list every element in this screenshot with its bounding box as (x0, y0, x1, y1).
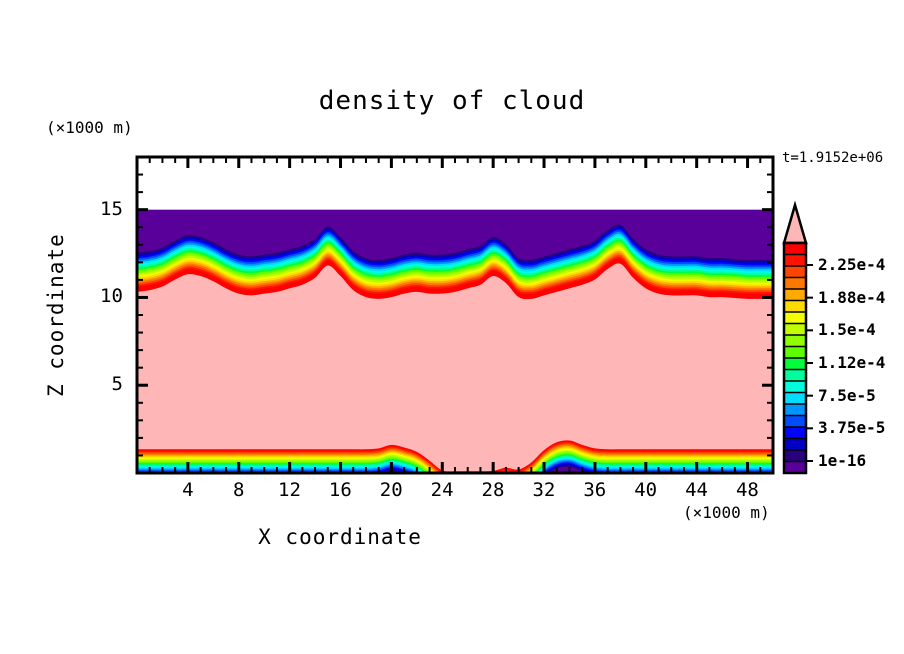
x-axis-ticks (148, 157, 762, 473)
x-tick-label: 8 (232, 479, 245, 501)
colorbar-tick-label: 1.5e-4 (818, 320, 876, 340)
y-axis-unit-label: (×1000 m) (46, 118, 133, 137)
colorbar-band (784, 392, 806, 405)
colorbar-band (784, 450, 806, 462)
colorbar-band (784, 427, 806, 439)
colorbar-band (784, 346, 806, 359)
y-tick-label: 5 (111, 373, 123, 396)
colorbar-band (784, 461, 806, 473)
y-tick-label: 10 (100, 285, 123, 308)
x-tick-label: 44 (685, 479, 708, 501)
y-tick-label: 15 (100, 197, 123, 220)
x-tick-label: 32 (532, 479, 556, 501)
colorbar-band (784, 277, 806, 290)
colorbar-band (784, 438, 806, 451)
colorbar-band (784, 358, 806, 370)
x-tick-label: 4 (182, 479, 194, 501)
colorbar-tick-label: 7.5e-5 (818, 385, 876, 405)
colorbar-band (784, 254, 806, 267)
x-tick-label: 28 (481, 479, 505, 501)
colorbar-band (784, 335, 806, 347)
colorbar-tick-label: 1.88e-4 (818, 287, 886, 307)
colorbar-tick-label: 1e-16 (818, 451, 867, 470)
colorbar (782, 200, 813, 475)
x-tick-label: 40 (634, 479, 658, 501)
x-axis-unit-label: (×1000 m) (683, 503, 770, 522)
colorbar-band (784, 404, 806, 416)
colorbar-band (784, 266, 806, 278)
colorbar-band (784, 369, 806, 382)
x-tick-label: 36 (583, 479, 607, 501)
y-axis-ticks (137, 173, 773, 457)
x-tick-label: 24 (430, 479, 454, 501)
page-title: density of cloud (318, 86, 586, 116)
x-tick-label: 16 (328, 479, 352, 501)
colorbar-band (784, 300, 806, 313)
colorbar-tick-label: 3.75e-5 (818, 418, 886, 438)
colorbar-band (784, 323, 806, 336)
contour-field (137, 209, 773, 473)
colorbar-band (784, 289, 806, 301)
colorbar-tick-label: 1.12e-4 (818, 353, 886, 372)
x-axis-title: X coordinate (258, 525, 422, 549)
colorbar-band (784, 243, 806, 255)
colorbar-band (784, 415, 806, 428)
x-tick-label: 48 (735, 479, 759, 501)
colorbar-tick-label: 2.25e-4 (818, 255, 886, 274)
time-annotation: t=1.9152e+06 (782, 150, 884, 166)
colorbar-band (784, 381, 806, 393)
colorbar-over-arrow (782, 200, 808, 245)
x-tick-label: 12 (278, 479, 301, 501)
x-tick-label: 20 (379, 479, 403, 501)
colorbar-band (784, 312, 806, 324)
